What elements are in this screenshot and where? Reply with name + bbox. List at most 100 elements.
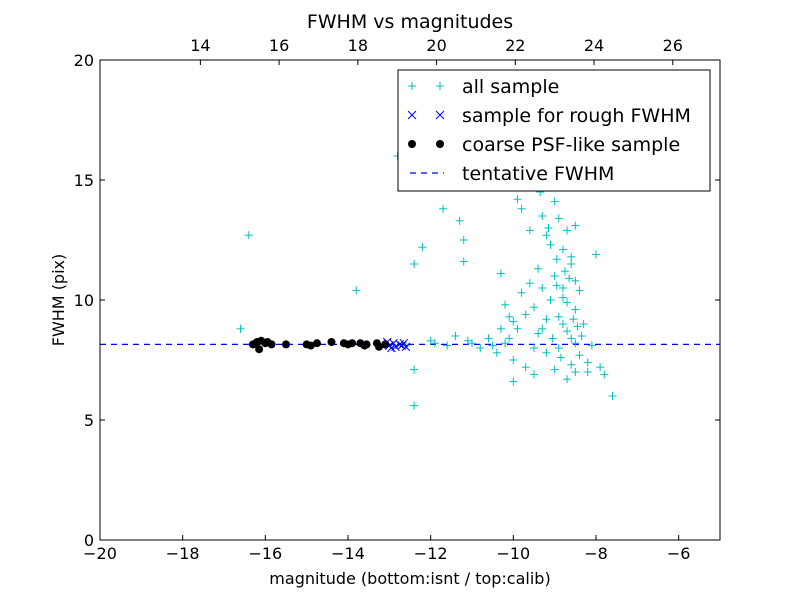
all-sample-point-45	[575, 286, 584, 295]
all-sample-point-64	[567, 252, 576, 261]
all-sample-point-44	[571, 339, 580, 348]
rough-fwhm-point-7-b	[401, 342, 411, 352]
all-sample-point-53	[546, 296, 555, 304]
psf-like-point-2-dot	[255, 345, 264, 354]
all-sample-point-58	[552, 281, 561, 290]
all-sample-point-46	[575, 351, 584, 360]
y-tick-label-1: 5	[84, 411, 94, 430]
all-sample-point-85	[513, 195, 522, 204]
legend-label-rough-fwhm: sample for rough FWHM	[462, 105, 691, 127]
rough-fwhm-point-6-b	[399, 338, 409, 348]
all-sample-point-8	[410, 401, 419, 410]
legend-symbol-psf-like-a	[408, 140, 416, 148]
all-sample-point-41	[567, 360, 576, 369]
x-tick-label-3: −14	[331, 544, 365, 563]
psf-like-point-17	[362, 340, 371, 349]
psf-like-point-14	[348, 339, 357, 348]
all-sample-point-98	[463, 336, 472, 345]
all-sample-point-12	[459, 257, 468, 266]
top-x-tick-label-6: 26	[663, 36, 683, 55]
all-sample-point-77	[521, 310, 530, 319]
all-sample-point-61	[565, 274, 574, 283]
psf-like-point-6-dot	[267, 340, 276, 349]
all-sample-point-99	[476, 344, 485, 352]
psf-like-point-17-dot	[362, 340, 371, 349]
x-tick-label-6: −8	[584, 544, 608, 563]
all-sample-point-7	[410, 365, 419, 374]
all-sample-point-84	[517, 204, 526, 213]
y-tick-label-2: 10	[74, 291, 94, 310]
all-sample-point-0	[244, 231, 253, 240]
legend-frame	[397, 69, 711, 192]
all-sample-point-81	[544, 224, 553, 232]
legend-symbol-all-sample-a	[408, 82, 416, 90]
all-sample-point-43	[571, 305, 580, 314]
y-tick-label-0: 0	[84, 531, 94, 550]
legend: all sample sample for rough FWHM coarse …	[397, 69, 711, 192]
all-sample-point-33	[550, 272, 559, 280]
all-sample-point-14	[468, 339, 476, 348]
all-sample-point-71	[573, 322, 582, 331]
psf-like-point-14-dot	[348, 339, 357, 348]
all-sample-point-68	[542, 348, 551, 357]
all-sample-point-19	[505, 334, 514, 343]
psf-like-point-10-dot	[313, 339, 321, 348]
all-sample-point-65	[563, 226, 572, 235]
top-x-tick-label-4: 22	[505, 36, 525, 55]
psf-like-point-20-dot	[381, 340, 390, 349]
all-sample-point-56	[538, 324, 547, 333]
legend-symbol-psf-like-b	[436, 140, 444, 148]
y-tick-label-4: 20	[74, 51, 94, 70]
top-x-tick-label-3: 20	[426, 36, 446, 55]
all-sample-point-48	[583, 358, 592, 367]
all-sample-point-16	[492, 348, 501, 357]
all-sample-point-42	[571, 221, 580, 230]
all-sample-point-100	[488, 341, 497, 350]
rough-fwhm-point-7	[401, 342, 411, 352]
all-sample-point-49	[592, 250, 600, 259]
top-x-tick-label-1: 16	[269, 36, 289, 55]
legend-symbol-rough-fwhm-a	[407, 110, 417, 120]
psf-like-point-19	[375, 342, 383, 351]
all-sample-point-91	[571, 368, 580, 376]
legend-symbol-psf-like-a-dot	[408, 140, 416, 148]
all-sample-point-11	[459, 236, 468, 244]
psf-like-point-6	[267, 340, 276, 349]
all-sample-point-23	[525, 226, 534, 235]
all-sample-point-39	[563, 327, 572, 336]
all-sample-point-93	[587, 341, 596, 350]
all-sample-point-76	[530, 344, 538, 352]
legend-symbol-rough-fwhm-b	[435, 110, 445, 120]
all-sample-point-88	[521, 363, 530, 372]
all-sample-point-31	[542, 231, 551, 240]
legend-label-psf-like: coarse PSF-like sample	[462, 134, 680, 156]
psf-like-point-10	[313, 339, 321, 348]
all-sample-point-74	[561, 267, 569, 276]
x-tick-label-0: −20	[83, 544, 117, 563]
all-sample-point-10	[455, 216, 464, 225]
all-sample-point-50	[596, 363, 605, 372]
all-sample-point-2	[352, 286, 361, 295]
all-sample-point-57	[546, 240, 555, 249]
all-sample-point-97	[443, 341, 452, 350]
all-sample-point-37	[558, 293, 567, 302]
all-sample-point-66	[554, 214, 563, 223]
all-sample-point-59	[558, 320, 567, 328]
all-sample-point-28	[530, 303, 538, 312]
all-sample-point-9	[439, 204, 448, 213]
top-x-tick-label-0: 14	[190, 36, 210, 55]
x-tick-label-1: −18	[166, 544, 200, 563]
psf-like-point-19-dot	[375, 342, 383, 351]
all-sample-point-24	[501, 300, 510, 309]
x-tick-label-7: −6	[667, 544, 691, 563]
all-sample-point-67	[548, 334, 557, 343]
all-sample-point-18	[496, 269, 505, 278]
all-sample-point-90	[563, 375, 572, 384]
all-sample-point-78	[513, 324, 522, 333]
psf-like-point-7-dot	[282, 340, 290, 349]
all-sample-point-30	[538, 212, 547, 220]
all-sample-point-15	[484, 334, 493, 343]
all-sample-point-1	[236, 324, 245, 333]
all-sample-point-32	[550, 197, 559, 206]
